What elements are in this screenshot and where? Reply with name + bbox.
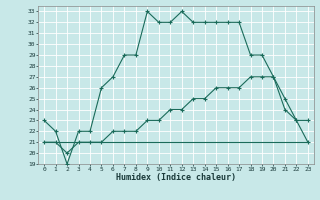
X-axis label: Humidex (Indice chaleur): Humidex (Indice chaleur) (116, 173, 236, 182)
